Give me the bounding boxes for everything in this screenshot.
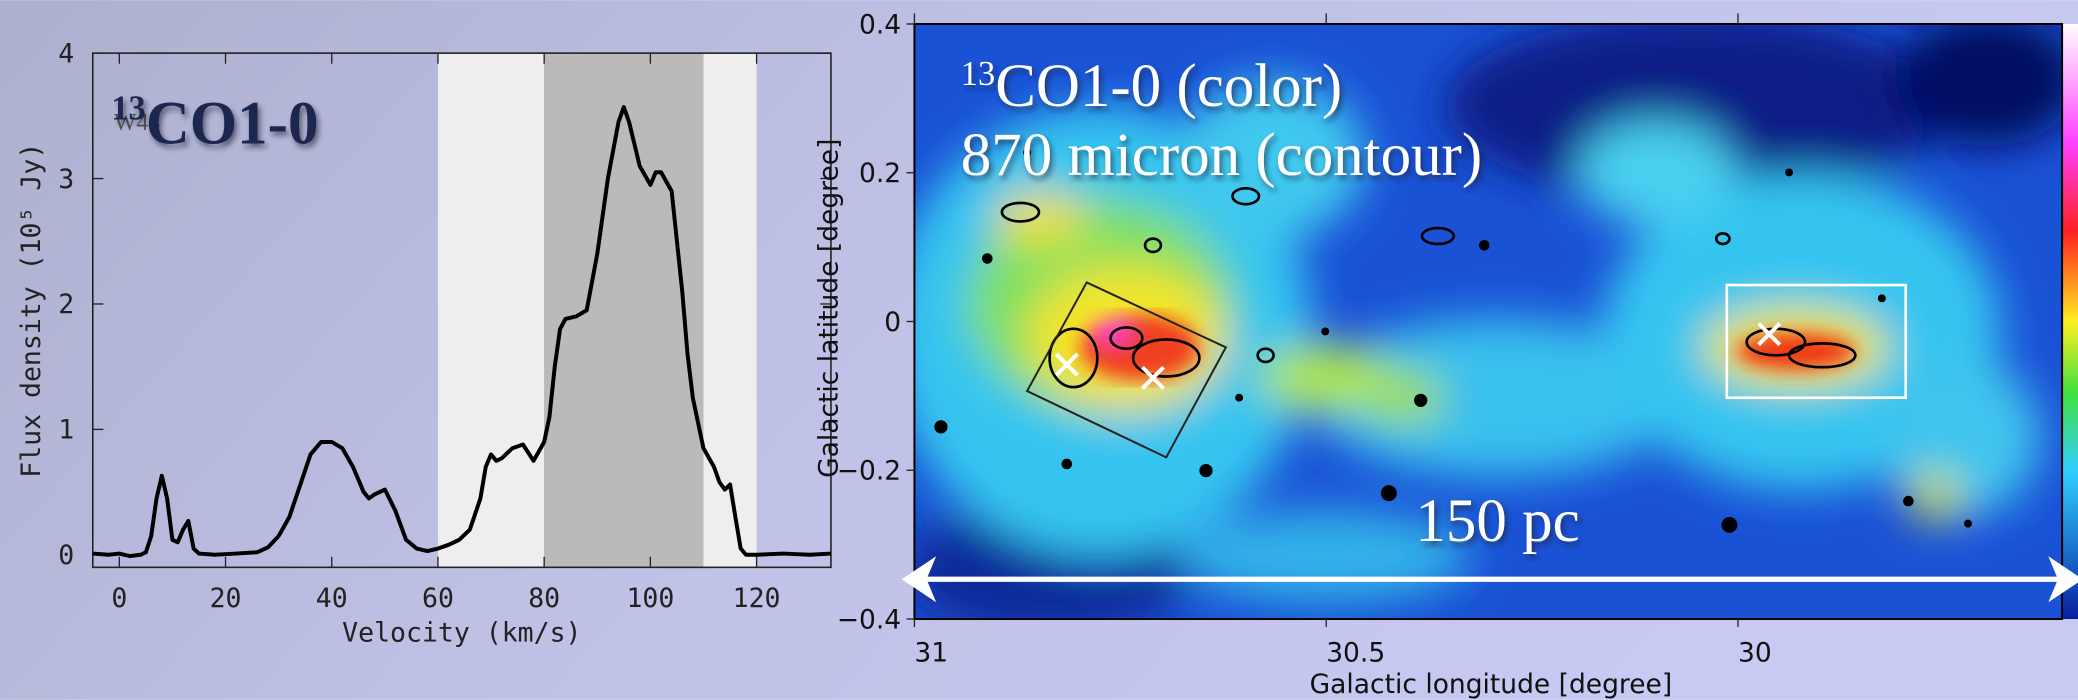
y-tick-label: 0.2: [859, 158, 901, 189]
map-colors: [914, 23, 2068, 620]
y-tick-label: 0.4: [859, 9, 901, 40]
y-tick-label: 4: [58, 38, 74, 69]
x-tick-label: 60: [422, 583, 454, 614]
region-box: [1725, 283, 1908, 400]
y-axis-label: Galactic latitude [degree]: [814, 139, 845, 478]
x-tick-label: 40: [316, 583, 348, 614]
y-tick-label: 3: [58, 164, 74, 195]
y-tick-label: −0.2: [837, 456, 901, 487]
velocity-band: [437, 53, 545, 568]
y-tick-label: 1: [58, 415, 74, 446]
title-superscript: 13: [961, 55, 995, 93]
x-axis-label: Galactic longitude [degree]: [1310, 669, 1673, 700]
title-text: CO1-0 (color): [995, 53, 1342, 120]
plot-frame: [91, 52, 832, 569]
map-subtitle: 870 micron (contour): [961, 122, 1482, 189]
contours: [1000, 186, 1857, 389]
spectrum-panel: 0 20 40 60 80 100 120 0 1 2 3 4 Velocity (km/s) Flux …: [16, 38, 832, 649]
colorbar: [2062, 23, 2078, 620]
x-tick-label: 80: [528, 583, 560, 614]
y-tick-label: −0.4: [837, 604, 901, 635]
velocity-band: [703, 53, 757, 568]
x-tick-label: 0: [111, 583, 127, 614]
velocity-band: [544, 53, 704, 568]
y-axis-label: Flux density (10⁵ Jy): [16, 143, 47, 478]
label-under: W43: [114, 110, 160, 136]
x-tick-label: 100: [626, 583, 674, 614]
map-title: 13CO1-0 (color): [961, 53, 1342, 120]
scale-label: 150 pc: [1415, 488, 1579, 555]
x-axis-label: Velocity (km/s): [342, 618, 581, 649]
region-box: [1025, 281, 1228, 459]
map-panel: 31 30.5 30 −0.4 −0.2 0 0.2 0.4 Galactic longitud…: [814, 9, 2078, 700]
label-superscript: 13: [111, 89, 145, 127]
panel-label: 13CO1-0: [111, 89, 318, 157]
x-tick-label: 30: [1738, 637, 1772, 668]
x-tick-label: 120: [733, 583, 781, 614]
y-tick-label: 2: [58, 289, 74, 320]
x-tick-label: 30.5: [1326, 637, 1385, 668]
scale-arrow: [901, 556, 2078, 603]
y-tick-label: 0: [58, 540, 74, 571]
y-tick-label: 0: [884, 307, 901, 338]
contour-dots: [934, 148, 1972, 533]
map-image: [914, 23, 2068, 620]
label-text: CO1-0: [146, 90, 319, 157]
x-tick-label: 20: [210, 583, 242, 614]
spectrum-line: [92, 105, 832, 559]
source-markers: [1054, 322, 1782, 390]
x-tick-label: 31: [914, 637, 948, 668]
